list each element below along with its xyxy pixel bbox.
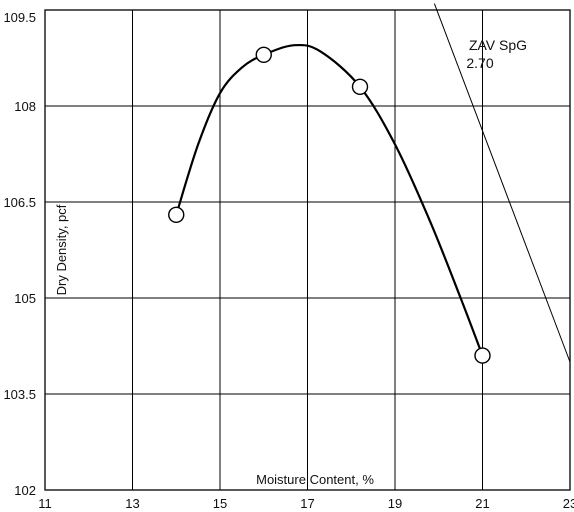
x-tick-label: 21 — [475, 496, 489, 511]
zav-line — [433, 3, 571, 363]
y-tick-label: 109.5 — [3, 10, 36, 25]
x-tick-label: 17 — [300, 496, 314, 511]
data-point — [474, 347, 491, 364]
data-point — [168, 206, 185, 224]
data-points — [168, 46, 491, 364]
x-axis-label: Moisture Content, % — [256, 472, 374, 487]
x-tick-label: 15 — [213, 496, 227, 511]
y-axis-label: Dry Density, pcf — [54, 204, 69, 295]
y-tick-label: 105 — [14, 291, 36, 306]
y-tick-label: 103.5 — [3, 387, 36, 402]
x-axis-ticks: 11 13 15 17 19 21 23 — [38, 496, 574, 511]
y-tick-label: 106.5 — [3, 195, 36, 210]
grid — [45, 10, 570, 490]
data-point — [351, 78, 369, 96]
x-tick-label: 13 — [125, 496, 139, 511]
zav-label-line1: ZAV SpG — [469, 37, 527, 53]
zav-label-line2: 2.70 — [466, 55, 493, 71]
y-axis-ticks: 102 103.5 105 106.5 108 109.5 — [3, 10, 36, 498]
x-tick-label: 23 — [563, 496, 574, 511]
x-tick-label: 19 — [388, 496, 402, 511]
y-tick-label: 108 — [14, 99, 36, 114]
compaction-curve — [175, 43, 484, 356]
data-point — [255, 46, 272, 63]
x-tick-label: 11 — [38, 496, 52, 511]
y-tick-label: 102 — [14, 483, 36, 498]
